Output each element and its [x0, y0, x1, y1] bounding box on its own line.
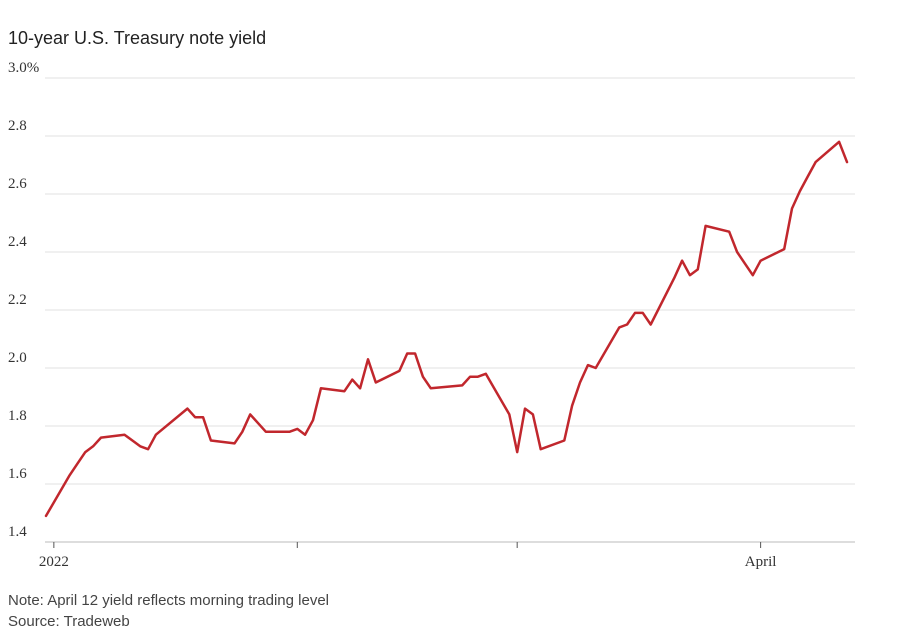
y-tick-label: 2.6 [8, 176, 27, 192]
series-layer [44, 140, 849, 518]
y-tick-label: 2.4 [8, 234, 27, 250]
chart-title: 10-year U.S. Treasury note yield [8, 28, 267, 48]
y-tick-label: 1.4 [8, 524, 27, 540]
grid [45, 77, 855, 543]
chart: 3.0% 2.8 2.6 2.4 2.2 2.0 1.8 1.6 1.4 2022 April [8, 60, 855, 570]
y-axis-labels: 3.0% 2.8 2.6 2.4 2.2 2.0 1.8 1.6 1.4 [8, 60, 39, 540]
y-tick-label: 2.2 [8, 292, 27, 308]
x-tick-label: 2022 [39, 554, 69, 570]
source-note: Source: Tradeweb [8, 613, 130, 630]
y-tick-label: 3.0% [8, 60, 39, 76]
x-tick-label: April [745, 554, 777, 570]
footnote: Note: April 12 yield reflects morning tr… [8, 592, 329, 609]
y-tick-label: 1.8 [8, 408, 27, 424]
y-tick-label: 2.8 [8, 118, 27, 134]
series-line [44, 140, 849, 518]
y-tick-label: 2.0 [8, 350, 27, 366]
y-tick-label: 1.6 [8, 466, 27, 482]
x-axis: 2022 April [39, 542, 777, 570]
